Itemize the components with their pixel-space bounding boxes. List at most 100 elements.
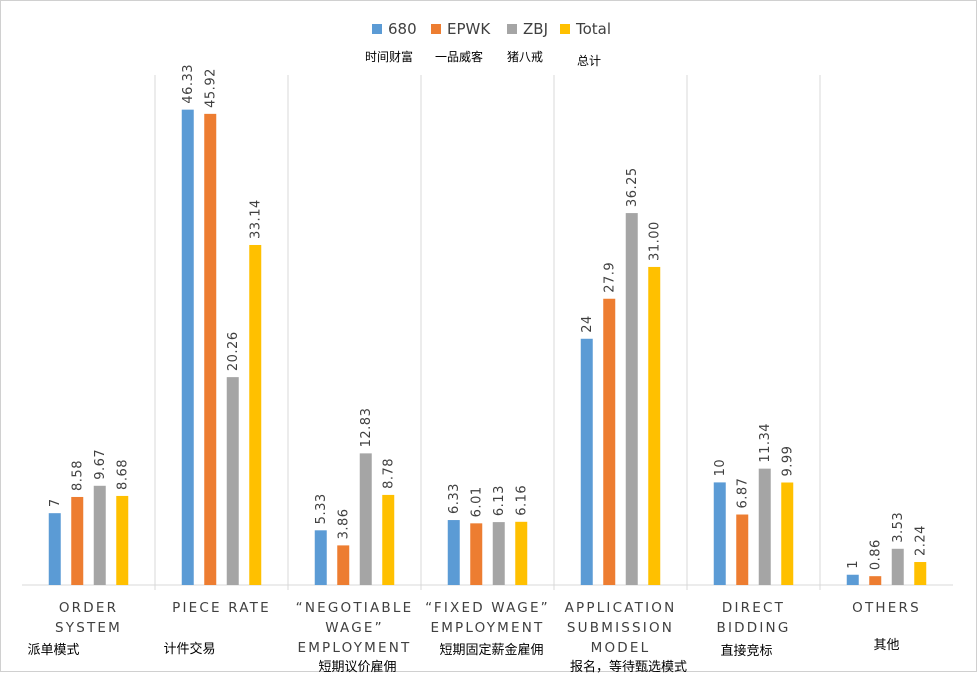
data-label: 11.34 bbox=[758, 423, 773, 463]
legend-sub-epwk: 一品威客 bbox=[435, 50, 484, 64]
category-label-en: OTHERS bbox=[852, 600, 921, 616]
bar-total bbox=[249, 244, 262, 586]
data-label: 3.53 bbox=[891, 512, 906, 543]
legend-label-680: 680 bbox=[388, 20, 417, 38]
bar-680 bbox=[181, 109, 194, 585]
category-label-en: “NEGOTIABLE bbox=[295, 600, 414, 616]
legend-item-zbj: ZBJ bbox=[507, 20, 548, 38]
category-label: PIECE RATE bbox=[132, 598, 312, 618]
category-label: OTHERS bbox=[797, 598, 977, 618]
category-label-en: EMPLOYMENT bbox=[297, 640, 412, 656]
category-label: APPLICATION SUBMISSION MODEL bbox=[531, 598, 711, 658]
category-label: DIRECT BIDDING bbox=[664, 598, 844, 638]
legend-item-epwk: EPWK bbox=[431, 20, 490, 38]
category-label-en: SUBMISSION bbox=[566, 620, 675, 636]
bar-total bbox=[781, 482, 794, 585]
bar-total bbox=[914, 562, 927, 585]
category-label-en: ORDER bbox=[58, 600, 119, 616]
category-label: “FIXED WAGE” EMPLOYMENT bbox=[398, 598, 578, 638]
category-label-en: BIDDING bbox=[716, 620, 791, 636]
bar-680 bbox=[580, 338, 593, 585]
legend-swatch-zbj bbox=[507, 24, 517, 34]
bar-total bbox=[382, 494, 395, 585]
data-label: 6.87 bbox=[736, 478, 751, 509]
data-label: 5.33 bbox=[314, 493, 329, 524]
bar-epwk bbox=[736, 514, 749, 585]
data-label: 6.16 bbox=[515, 485, 530, 516]
bar-epwk bbox=[71, 496, 84, 585]
bar-zbj bbox=[226, 377, 239, 585]
bar-680 bbox=[48, 513, 61, 585]
legend-swatch-total bbox=[560, 24, 570, 34]
data-label: 20.26 bbox=[226, 331, 241, 371]
data-label: 6.33 bbox=[447, 483, 462, 514]
bar-epwk bbox=[470, 523, 483, 585]
data-label: 8.58 bbox=[71, 460, 86, 491]
data-label: 45.92 bbox=[204, 68, 219, 108]
data-label: 0.86 bbox=[869, 539, 884, 570]
category-label-zh: 派单模式 bbox=[27, 643, 80, 658]
legend-label-total: Total bbox=[576, 20, 612, 38]
bar-epwk bbox=[204, 113, 217, 585]
category-label: “NEGOTIABLE WAGE” EMPLOYMENT bbox=[265, 598, 445, 658]
legend-label-epwk: EPWK bbox=[447, 20, 491, 38]
bar-680 bbox=[447, 520, 460, 585]
category-label-en: SYSTEM bbox=[54, 620, 122, 636]
category-label-en: WAGE” bbox=[325, 620, 384, 636]
category-label-zh: 直接竞标 bbox=[720, 644, 773, 659]
bar-zbj bbox=[891, 548, 904, 585]
bar-zbj bbox=[758, 468, 771, 585]
bar-680 bbox=[314, 530, 327, 585]
data-label: 12.83 bbox=[359, 408, 374, 448]
data-label: 46.33 bbox=[181, 64, 196, 104]
category-label: ORDER SYSTEM bbox=[0, 598, 179, 638]
legend-swatch-680 bbox=[372, 24, 382, 34]
bar-680 bbox=[846, 574, 859, 585]
data-label: 33.14 bbox=[249, 199, 264, 239]
legend: 680 EPWK ZBJ Total 时间财富 一品威客 猪八戒 总计 bbox=[0, 20, 977, 70]
category-label-en: PIECE RATE bbox=[172, 600, 271, 616]
category-label-en: MODEL bbox=[590, 640, 651, 656]
legend-item-680: 680 bbox=[372, 20, 417, 38]
data-label: 31.00 bbox=[648, 221, 663, 261]
legend-swatch-epwk bbox=[431, 24, 441, 34]
category-label-en: APPLICATION bbox=[564, 600, 677, 616]
data-label: 2.24 bbox=[914, 525, 929, 556]
data-label: 9.99 bbox=[781, 446, 796, 477]
data-label: 9.67 bbox=[93, 449, 108, 480]
data-label: 24 bbox=[580, 315, 595, 333]
bar-epwk bbox=[337, 545, 350, 585]
bar-total bbox=[648, 266, 661, 585]
category-label-zh: 其他 bbox=[873, 638, 900, 653]
legend-sub-zbj: 猪八戒 bbox=[507, 50, 544, 64]
category-label-zh: 短期固定薪金雇佣 bbox=[439, 643, 544, 658]
bar-zbj bbox=[625, 213, 638, 585]
data-label: 36.25 bbox=[625, 167, 640, 207]
data-label: 6.01 bbox=[470, 486, 485, 517]
legend-label-zbj: ZBJ bbox=[523, 20, 548, 38]
category-label-en: “FIXED WAGE” bbox=[425, 600, 550, 616]
data-label: 8.68 bbox=[116, 459, 131, 490]
data-label: 10 bbox=[713, 459, 728, 477]
data-label: 1 bbox=[846, 560, 861, 569]
legend-sub-total: 总计 bbox=[577, 54, 602, 68]
category-label-zh: 短期议价雇佣 bbox=[318, 660, 397, 675]
category-label-en: EMPLOYMENT bbox=[430, 620, 545, 636]
bar-680 bbox=[713, 482, 726, 585]
bar-epwk bbox=[869, 576, 882, 585]
data-label: 27.9 bbox=[603, 262, 618, 293]
data-label: 3.86 bbox=[337, 508, 352, 539]
bar-total bbox=[515, 521, 528, 585]
bar-zbj bbox=[492, 522, 505, 585]
data-label: 7 bbox=[48, 498, 63, 507]
bar-zbj bbox=[359, 453, 372, 585]
legend-sub-680: 时间财富 bbox=[365, 50, 414, 64]
bar-zbj bbox=[93, 485, 106, 585]
category-label-zh: 计件交易 bbox=[163, 642, 216, 657]
bar-total bbox=[116, 495, 129, 585]
data-label: 8.78 bbox=[382, 458, 397, 489]
bar-epwk bbox=[603, 298, 616, 585]
data-label: 6.13 bbox=[492, 485, 507, 516]
